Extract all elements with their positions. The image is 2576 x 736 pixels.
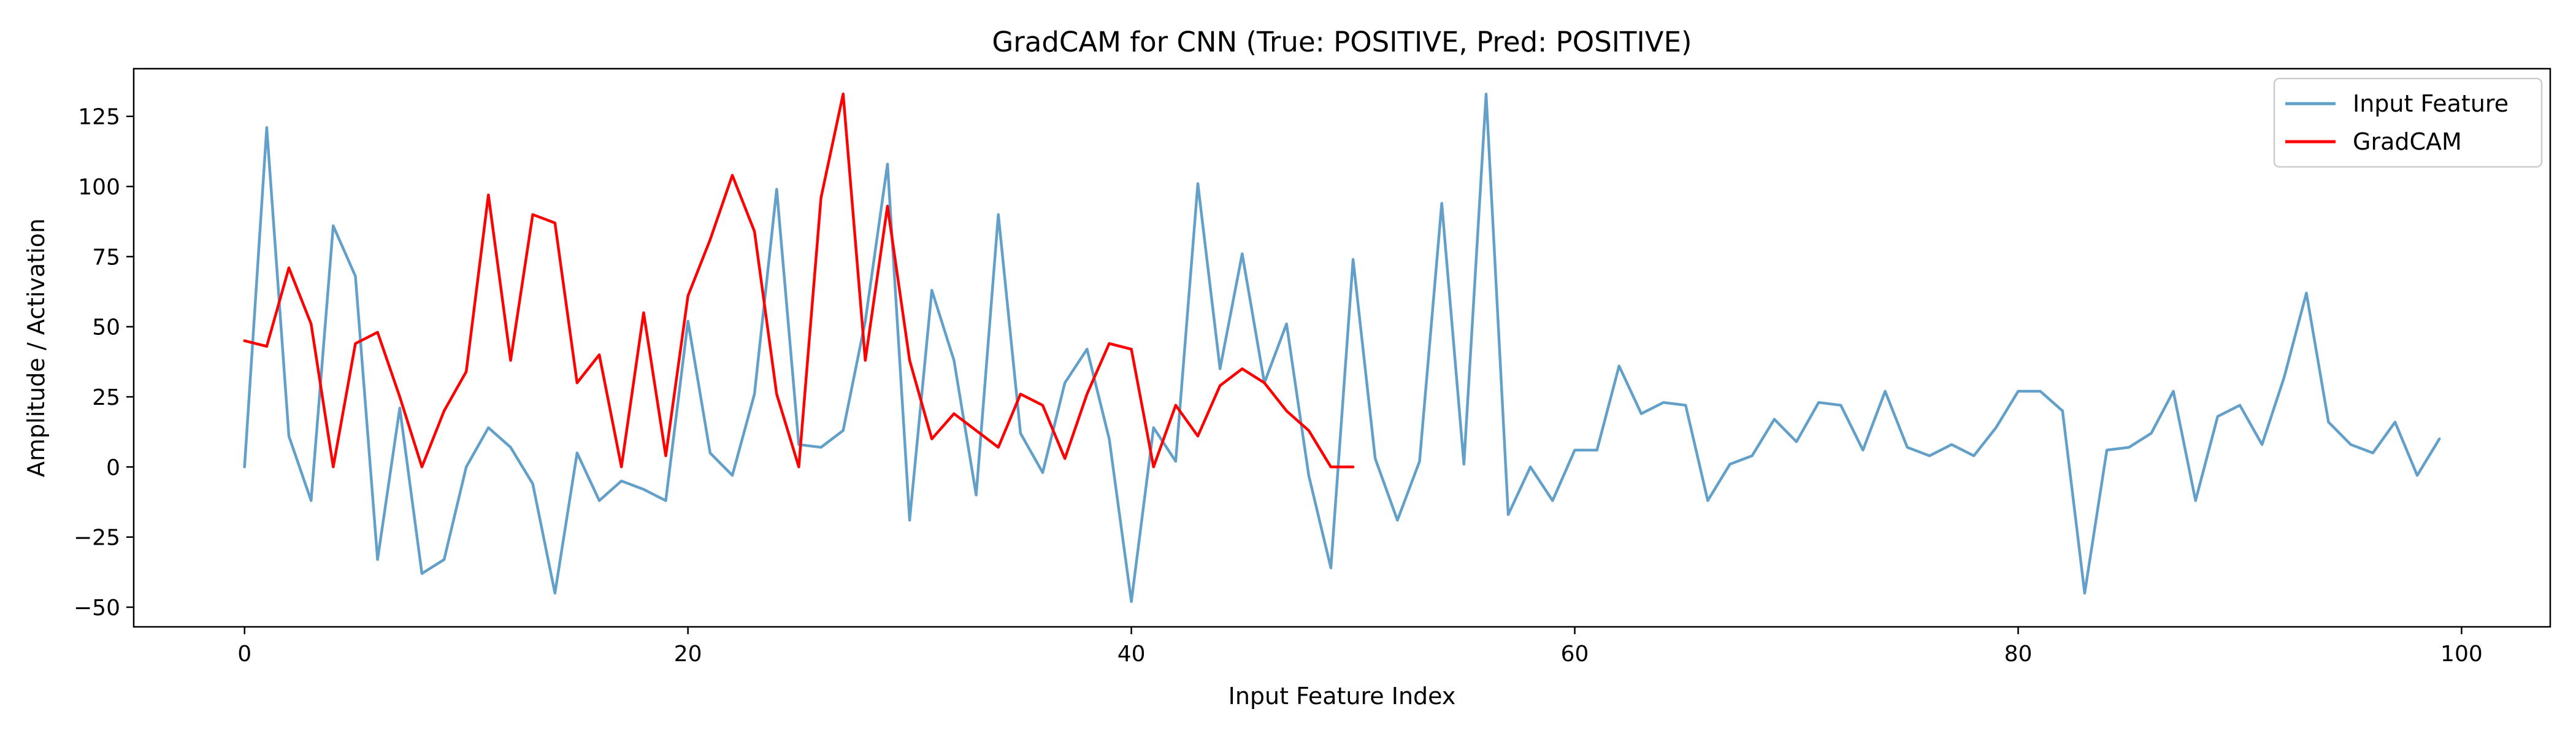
x-tick-label: 0 <box>237 642 251 667</box>
plot-area: 0 20 40 60 80 100 −50 −25 0 25 50 75 100 125 <box>74 67 2551 667</box>
y-tick-label: 100 <box>78 175 120 200</box>
y-tick-label: 25 <box>92 385 120 410</box>
x-tick-label: 100 <box>2440 642 2483 667</box>
x-tick-label: 60 <box>1561 642 1589 667</box>
y-axis-label: Amplitude / Activation <box>23 218 50 477</box>
series-line-input-feature <box>243 92 2441 604</box>
plot-frame <box>132 67 2551 628</box>
x-axis-label: Input Feature Index <box>1229 683 1456 710</box>
y-tick-label: 0 <box>106 455 120 480</box>
y-tick-label: 125 <box>78 105 120 130</box>
x-tick-label: 20 <box>674 642 702 667</box>
y-tick-label: −25 <box>74 526 120 551</box>
x-tick-label: 40 <box>1117 642 1146 667</box>
y-tick-label: 50 <box>92 315 120 340</box>
y-tick-label: −50 <box>74 596 120 621</box>
legend-label: Input Feature <box>2353 90 2509 117</box>
legend-label: GradCAM <box>2353 128 2462 155</box>
y-tick-label: 75 <box>92 245 120 270</box>
legend-box <box>2273 77 2543 168</box>
x-tick-label: 80 <box>2004 642 2033 667</box>
legend: Input Feature GradCAM <box>2273 77 2543 168</box>
series-line-gradcam <box>243 92 1355 469</box>
chart-title: GradCAM for CNN (True: POSITIVE, Pred: P… <box>992 26 1692 58</box>
